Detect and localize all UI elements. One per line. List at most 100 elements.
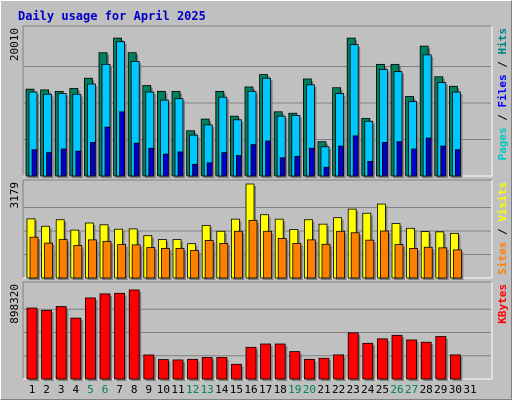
bar-kbytes-day-11 xyxy=(172,359,184,380)
bar-pages-day-18 xyxy=(279,157,286,177)
bar-kbytes-day-12 xyxy=(187,358,199,380)
panel-mid-ymax-label: 3179 xyxy=(8,182,21,209)
side-label-part: Files xyxy=(496,74,509,107)
bar-kbytes-day-9 xyxy=(143,354,155,380)
bar-sites-day-19 xyxy=(292,243,302,279)
bar-sites-day-17 xyxy=(263,230,273,279)
bar-sites-day-24 xyxy=(365,239,375,279)
x-tick-label-day-10: 10 xyxy=(157,383,170,396)
x-tick-label-day-26: 26 xyxy=(390,383,403,396)
x-tick-label-day-4: 4 xyxy=(72,383,79,396)
x-tick-label-day-11: 11 xyxy=(171,383,184,396)
bar-sites-day-6 xyxy=(102,240,112,279)
bar-pages-day-10 xyxy=(162,153,169,177)
bar-sites-day-10 xyxy=(160,248,170,279)
bar-sites-day-2 xyxy=(44,242,53,279)
panel-top-bars xyxy=(25,37,463,179)
bar-pages-day-9 xyxy=(148,147,155,177)
x-tick-label-day-2: 2 xyxy=(43,383,50,396)
bar-pages-day-14 xyxy=(221,152,228,177)
bar-pages-day-3 xyxy=(60,148,67,177)
bar-kbytes-day-16 xyxy=(245,346,257,380)
x-tick-label-day-14: 14 xyxy=(215,383,229,396)
bar-sites-day-18 xyxy=(277,237,287,279)
bar-kbytes-day-26 xyxy=(391,334,403,380)
bar-kbytes-day-23 xyxy=(347,332,359,380)
x-tick-label-day-24: 24 xyxy=(361,383,375,396)
x-tick-label-day-8: 8 xyxy=(131,383,138,396)
x-tick-label-day-21: 21 xyxy=(317,383,330,396)
side-label-part: / xyxy=(496,222,509,242)
bar-kbytes-day-4 xyxy=(70,317,82,380)
x-tick-label-day-18: 18 xyxy=(274,383,287,396)
bar-sites-day-7 xyxy=(117,244,126,279)
bar-sites-day-26 xyxy=(394,244,404,279)
bar-kbytes-day-24 xyxy=(362,342,374,380)
x-tick-label-day-25: 25 xyxy=(376,383,389,396)
x-tick-label-day-9: 9 xyxy=(145,383,152,396)
x-tick-label-day-27: 27 xyxy=(405,383,418,396)
bar-sites-day-4 xyxy=(73,245,83,279)
bar-sites-day-30 xyxy=(452,249,462,279)
bar-kbytes-day-15 xyxy=(230,363,242,380)
bar-pages-day-24 xyxy=(367,161,374,177)
bar-kbytes-day-30 xyxy=(449,354,461,380)
side-label-part: Pages xyxy=(496,127,509,160)
bar-sites-day-13 xyxy=(204,240,214,279)
bar-pages-day-28 xyxy=(425,137,432,177)
bar-pages-day-5 xyxy=(90,142,96,177)
bar-pages-day-4 xyxy=(75,150,82,177)
x-tick-label-day-30: 30 xyxy=(449,383,462,396)
bar-pages-day-15 xyxy=(235,155,242,177)
bar-sites-day-3 xyxy=(58,239,68,279)
panel-top: 20010 Pages / Files / Hits xyxy=(8,25,509,177)
side-label-part: / xyxy=(496,108,509,128)
bar-kbytes-day-17 xyxy=(260,343,272,380)
side-label-part: Visits xyxy=(496,182,509,222)
bar-sites-day-20 xyxy=(306,239,316,279)
bar-pages-day-27 xyxy=(411,148,418,177)
x-tick-label-day-3: 3 xyxy=(58,383,65,396)
bar-kbytes-day-25 xyxy=(376,338,388,380)
bar-pages-day-16 xyxy=(250,144,257,177)
bar-kbytes-day-18 xyxy=(274,343,286,380)
x-tick-label-day-20: 20 xyxy=(303,383,316,396)
panel-mid-side-label: Sites / Visits xyxy=(496,182,509,275)
x-tick-label-day-7: 7 xyxy=(116,383,123,396)
panel-top-ymax-label: 20010 xyxy=(8,28,21,61)
bar-kbytes-day-1 xyxy=(26,307,38,380)
panel-bot: 898320 KBytes xyxy=(8,281,509,380)
bar-pages-day-12 xyxy=(192,163,199,177)
bar-sites-day-25 xyxy=(379,230,389,279)
bar-sites-day-16 xyxy=(248,219,258,279)
bar-pages-day-2 xyxy=(46,152,52,177)
panel-bot-ymax-label: 898320 xyxy=(8,284,21,324)
chart-title: Daily usage for April 2025 xyxy=(18,9,206,23)
bar-sites-day-14 xyxy=(219,243,229,279)
bar-kbytes-day-20 xyxy=(303,358,315,380)
side-label-part: Hits xyxy=(496,28,509,55)
bar-pages-day-17 xyxy=(265,140,272,177)
bar-pages-day-25 xyxy=(381,142,388,177)
panel-bot-bars xyxy=(26,289,463,381)
bar-sites-day-28 xyxy=(423,246,433,279)
side-label-part: Sites xyxy=(496,242,509,275)
x-tick-label-day-15: 15 xyxy=(230,383,243,396)
bar-pages-day-29 xyxy=(440,145,447,177)
bar-pages-day-26 xyxy=(396,141,403,177)
x-tick-label-day-12: 12 xyxy=(186,383,199,396)
x-tick-label-day-6: 6 xyxy=(102,383,109,396)
panel-bot-side-label: KBytes xyxy=(496,284,509,324)
bar-kbytes-day-8 xyxy=(128,289,140,380)
bar-kbytes-day-2 xyxy=(41,309,52,380)
bar-pages-day-8 xyxy=(133,142,140,177)
bar-sites-day-1 xyxy=(29,236,39,279)
bar-kbytes-day-28 xyxy=(420,341,432,380)
bar-kbytes-day-5 xyxy=(85,297,96,380)
x-tick-label-day-16: 16 xyxy=(244,383,257,396)
bar-sites-day-29 xyxy=(438,247,448,279)
bar-kbytes-day-3 xyxy=(55,306,67,380)
x-tick-label-day-1: 1 xyxy=(29,383,36,396)
bar-pages-day-11 xyxy=(177,151,184,177)
